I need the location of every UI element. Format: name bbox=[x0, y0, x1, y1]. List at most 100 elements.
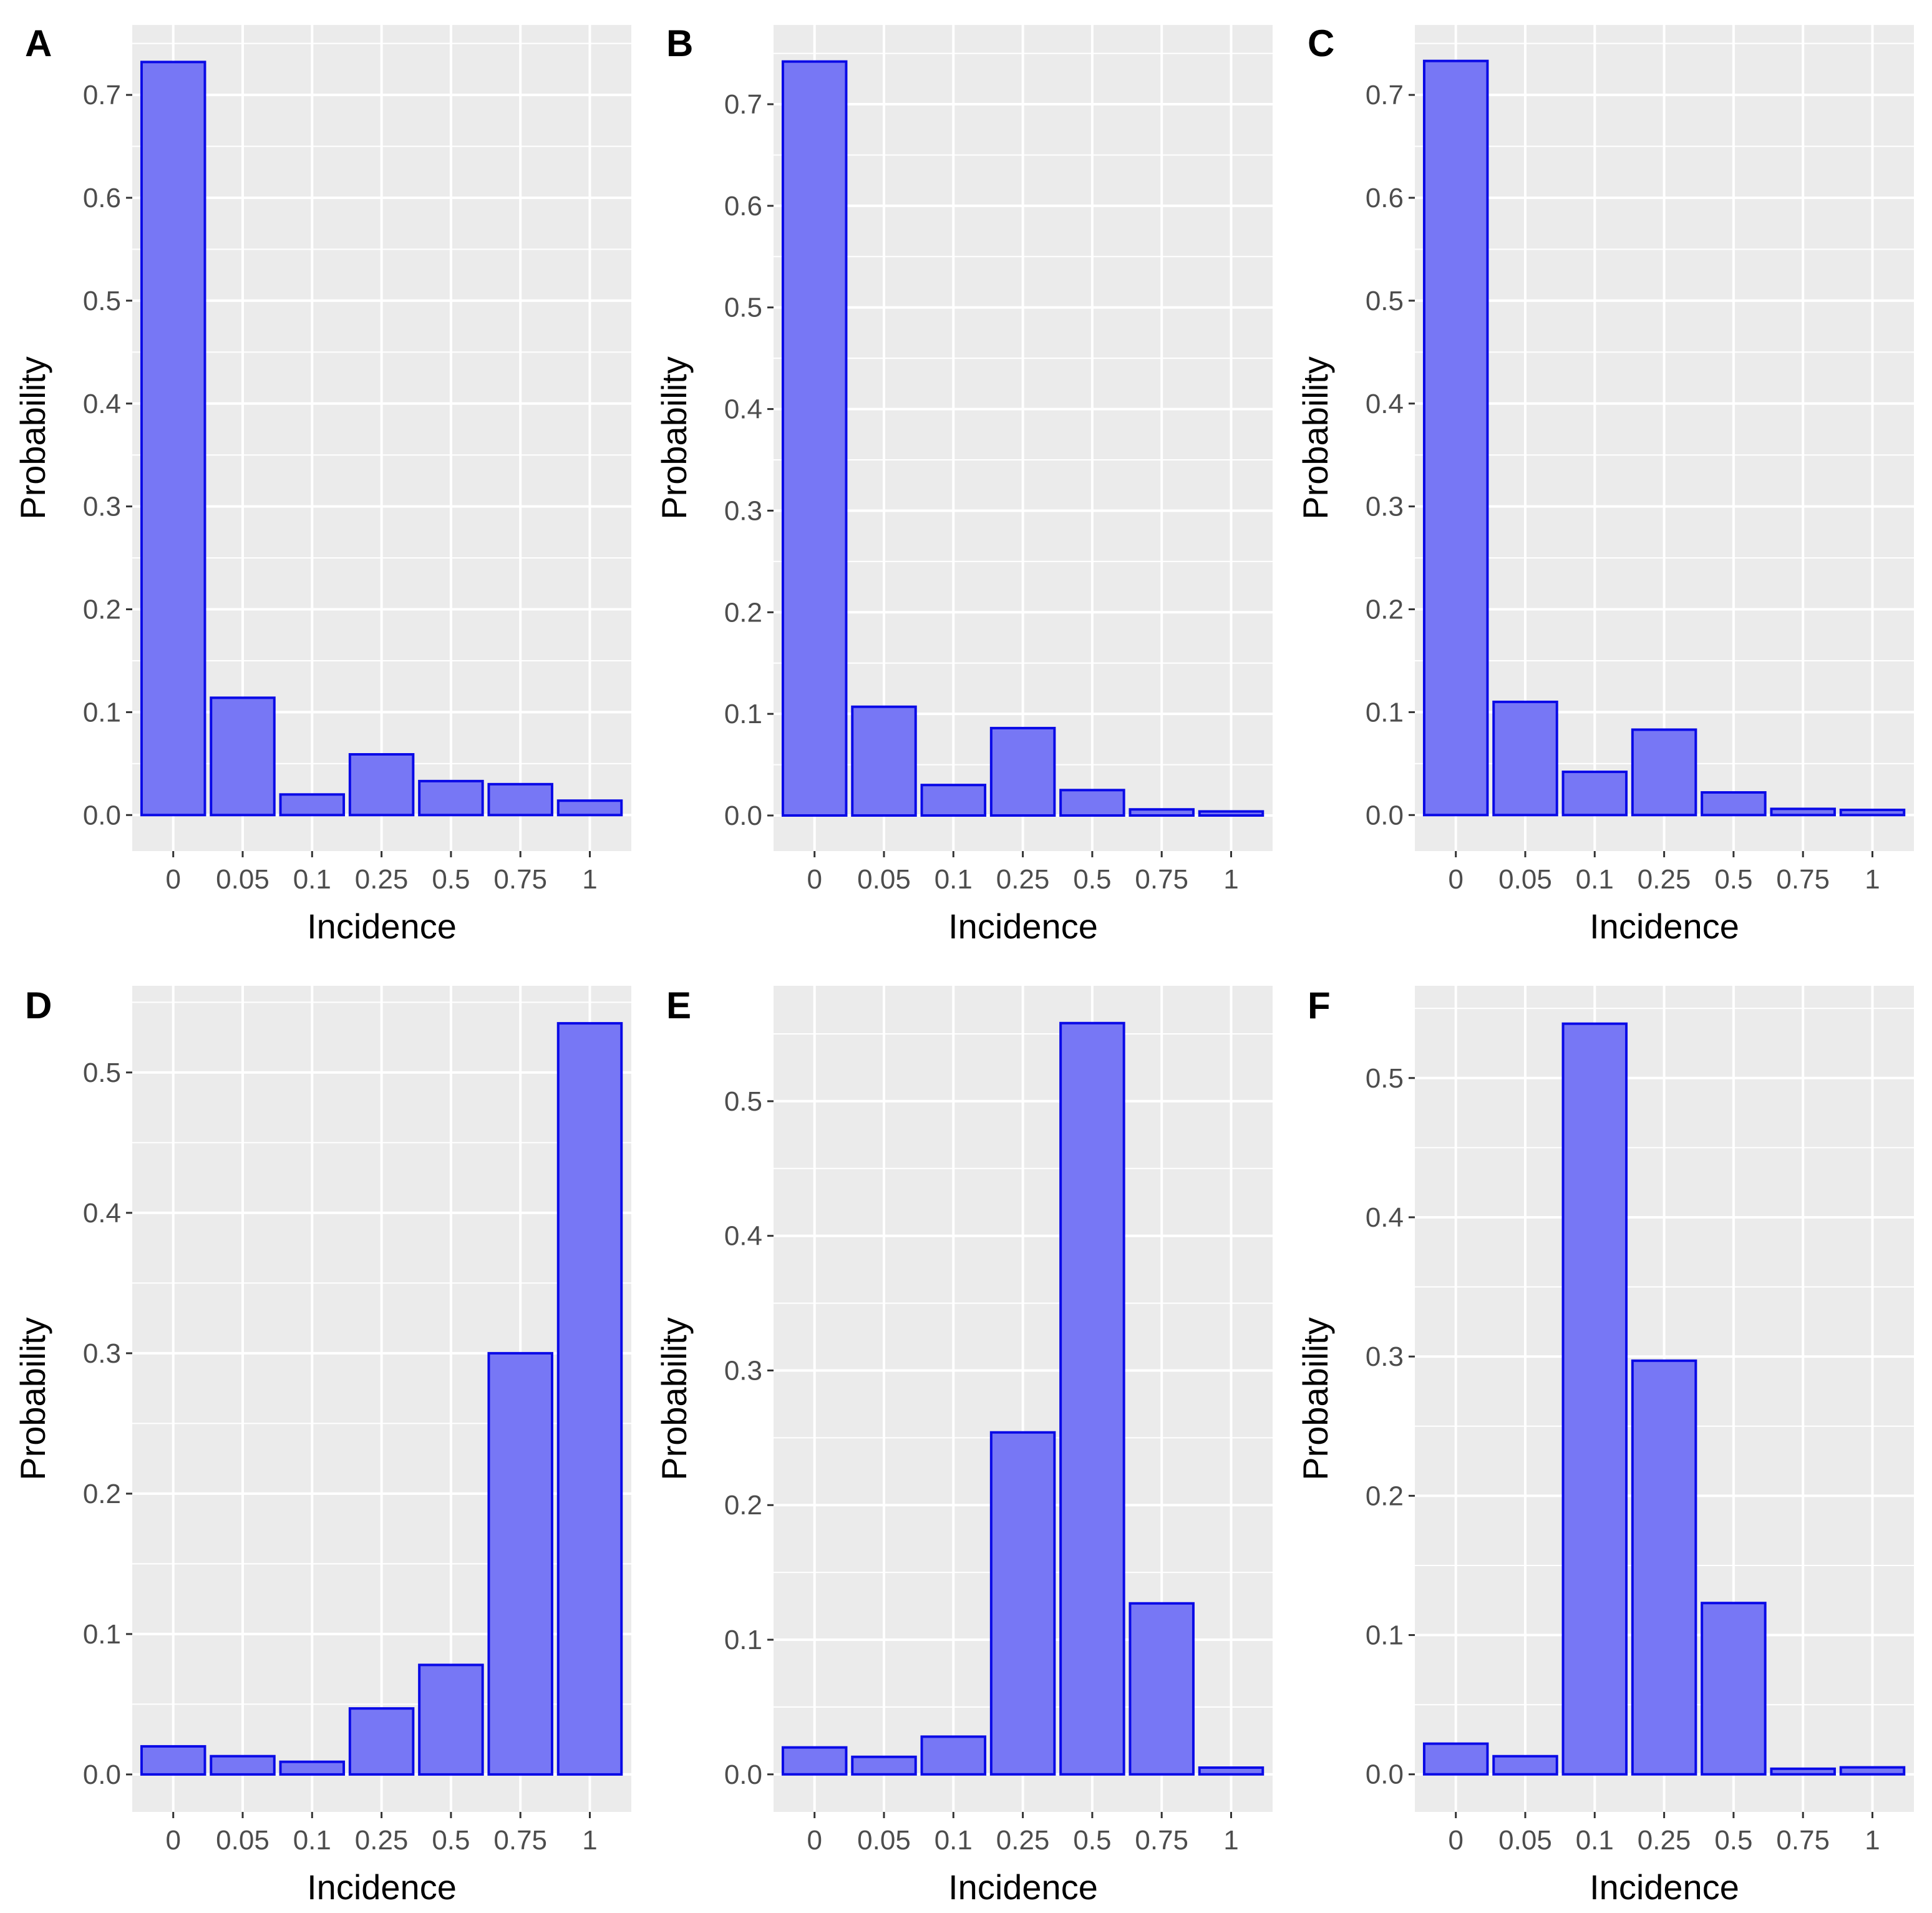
panel-f-bar-0_75 bbox=[1770, 1767, 1836, 1776]
panel-f-bar-0_5 bbox=[1701, 1602, 1767, 1776]
panel-f-y-tick-label: 0.4 bbox=[1366, 1202, 1404, 1233]
panel-e-y-tick-label: 0.0 bbox=[724, 1760, 762, 1790]
panel-a: A 0.0 0.1 0.2 0.3 0.4 0.5 0.6 0.7 0 0.05 0.1 0.25 0.5… bbox=[13, 22, 631, 946]
panel-d-y-tick-label: 0.4 bbox=[83, 1198, 121, 1229]
panel-a-y-tick-label: 0.0 bbox=[83, 800, 121, 830]
panel-c-bar-1 bbox=[1839, 809, 1906, 817]
panel-c-y-tick-label: 0.0 bbox=[1366, 800, 1404, 830]
panel-a-y-tick-label: 0.1 bbox=[83, 697, 121, 728]
panel-a-y-tick-label: 0.5 bbox=[83, 286, 121, 316]
panel-e-bar-0_1 bbox=[920, 1735, 987, 1776]
panel-a-x-tick-label: 0 bbox=[165, 864, 180, 895]
panel-d-bar-0_75 bbox=[487, 1351, 553, 1776]
panel-a-y-axis-title: Probability bbox=[13, 356, 52, 519]
panel-a-letter: A bbox=[25, 22, 52, 64]
panel-f-letter: F bbox=[1308, 985, 1331, 1026]
panel-a-x-tick-label: 0.5 bbox=[432, 864, 470, 895]
panel-c-y-axis-title: Probability bbox=[1296, 356, 1335, 519]
panel-a-x-tick-label: 0.75 bbox=[493, 864, 547, 895]
panel-b-x-tick-label: 0.05 bbox=[857, 864, 911, 895]
panel-e-y-axis-title: Probability bbox=[654, 1317, 694, 1480]
panel-b-bar-0_25 bbox=[989, 726, 1056, 817]
panel-f-x-tick-label: 0.1 bbox=[1576, 1825, 1614, 1856]
panel-c-y-tick-label: 0.6 bbox=[1366, 183, 1404, 213]
panel-c-bar-0 bbox=[1422, 59, 1489, 817]
panel-e-bar-0_25 bbox=[989, 1431, 1056, 1776]
panel-b-y-tick-label: 0.0 bbox=[724, 801, 762, 831]
panel-f: F 0.0 0.1 0.2 0.3 0.4 0.5 0 0.05 0.1 0.25 0.5 0.75 1 I… bbox=[1296, 985, 1914, 1907]
panel-e-y-tick-label: 0.1 bbox=[724, 1625, 762, 1655]
panel-c: C 0.0 0.1 0.2 0.3 0.4 0.5 0.6 0.7 0 0.05 0.1 0.25 0.5… bbox=[1296, 22, 1914, 946]
panel-b-x-tick-label: 1 bbox=[1223, 864, 1238, 895]
panel-b-bar-0 bbox=[781, 60, 848, 817]
panel-c-bar-0_75 bbox=[1770, 807, 1836, 817]
panel-a-y-tick-label: 0.2 bbox=[83, 595, 121, 625]
panel-c-bar-0_1 bbox=[1561, 771, 1628, 817]
panel-c-letter: C bbox=[1308, 22, 1334, 64]
panel-f-bar-0_05 bbox=[1492, 1755, 1558, 1776]
panel-e-x-axis-title: Incidence bbox=[948, 1867, 1098, 1907]
panel-c-y-tick-label: 0.5 bbox=[1366, 286, 1404, 316]
panel-c-y-tick-label: 0.3 bbox=[1366, 492, 1404, 522]
panel-a-x-tick-label: 1 bbox=[582, 864, 597, 895]
panel-c-bar-0_25 bbox=[1631, 728, 1697, 817]
panel-d-bar-0_25 bbox=[348, 1707, 415, 1776]
panel-a-bar-0 bbox=[140, 61, 206, 817]
panel-b-y-tick-label: 0.7 bbox=[724, 89, 762, 120]
panel-d-x-tick-label: 0.75 bbox=[493, 1825, 547, 1856]
panel-b-bar-0_1 bbox=[920, 784, 987, 817]
panel-d-x-axis-title: Incidence bbox=[307, 1867, 457, 1907]
panel-b-bar-0_05 bbox=[851, 705, 917, 817]
panel-a-y-tick-label: 0.3 bbox=[83, 492, 121, 522]
panel-f-x-tick-label: 1 bbox=[1865, 1825, 1880, 1856]
panel-f-x-axis-title: Incidence bbox=[1590, 1867, 1739, 1907]
panel-e: E 0.0 0.1 0.2 0.3 0.4 0.5 0 0.05 0.1 0.25 0.5 0.75 1 I… bbox=[654, 985, 1273, 1907]
panel-b-x-tick-label: 0.75 bbox=[1135, 864, 1188, 895]
panel-e-bar-0_5 bbox=[1059, 1021, 1125, 1776]
panel-a-x-tick-label: 0.25 bbox=[355, 864, 409, 895]
panel-e-x-tick-label: 1 bbox=[1223, 1825, 1238, 1856]
panel-d-y-tick-label: 0.1 bbox=[83, 1619, 121, 1650]
panel-a-bar-0_5 bbox=[418, 779, 484, 817]
panel-c-y-tick-label: 0.2 bbox=[1366, 595, 1404, 625]
panel-d-y-tick-label: 0.5 bbox=[83, 1058, 121, 1088]
panel-f-x-tick-label: 0.5 bbox=[1714, 1825, 1752, 1856]
panel-b-x-tick-label: 0.25 bbox=[996, 864, 1050, 895]
panel-e-y-tick-label: 0.5 bbox=[724, 1086, 762, 1117]
panel-a-bar-0_05 bbox=[210, 696, 276, 817]
panel-f-x-tick-label: 0 bbox=[1448, 1825, 1463, 1856]
panel-e-x-tick-label: 0.25 bbox=[996, 1825, 1050, 1856]
panel-d-x-tick-label: 0.05 bbox=[216, 1825, 269, 1856]
panel-c-x-tick-label: 0.5 bbox=[1714, 864, 1752, 895]
panel-b-x-tick-label: 0.1 bbox=[934, 864, 973, 895]
panel-f-y-tick-label: 0.5 bbox=[1366, 1063, 1404, 1094]
panel-d-x-tick-label: 1 bbox=[582, 1825, 597, 1856]
panel-f-x-tick-label: 0.75 bbox=[1776, 1825, 1830, 1856]
panel-a-x-axis-title: Incidence bbox=[307, 907, 457, 946]
panel-d-y-tick-label: 0.0 bbox=[83, 1760, 121, 1790]
panel-a-bar-0_75 bbox=[487, 782, 553, 817]
panel-d-x-tick-label: 0 bbox=[165, 1825, 180, 1856]
panel-b-bar-0_75 bbox=[1129, 808, 1195, 817]
panel-d-x-tick-label: 0.5 bbox=[432, 1825, 470, 1856]
panel-f-y-tick-label: 0.3 bbox=[1366, 1341, 1404, 1372]
panel-c-x-tick-label: 0.25 bbox=[1638, 864, 1691, 895]
panel-c-y-tick-label: 0.1 bbox=[1366, 697, 1404, 728]
panel-a-bar-1 bbox=[556, 799, 623, 817]
panel-b-y-axis-title: Probability bbox=[654, 356, 694, 519]
panel-c-x-tick-label: 0.75 bbox=[1776, 864, 1830, 895]
panel-c-x-tick-label: 0.05 bbox=[1498, 864, 1552, 895]
panel-d-y-tick-label: 0.2 bbox=[83, 1479, 121, 1509]
panel-f-y-tick-label: 0.0 bbox=[1366, 1760, 1404, 1790]
panel-f-bar-0_25 bbox=[1631, 1359, 1697, 1776]
panel-c-x-tick-label: 0.1 bbox=[1576, 864, 1614, 895]
panel-a-x-tick-label: 0.05 bbox=[216, 864, 269, 895]
panel-e-letter: E bbox=[666, 985, 691, 1026]
panel-a-bar-0_1 bbox=[279, 793, 346, 817]
panel-b-letter: B bbox=[666, 22, 693, 64]
panel-e-bar-0_05 bbox=[851, 1755, 917, 1776]
panel-d-letter: D bbox=[25, 985, 52, 1026]
panel-d-x-tick-label: 0.25 bbox=[355, 1825, 409, 1856]
panel-e-bar-0 bbox=[781, 1746, 848, 1776]
